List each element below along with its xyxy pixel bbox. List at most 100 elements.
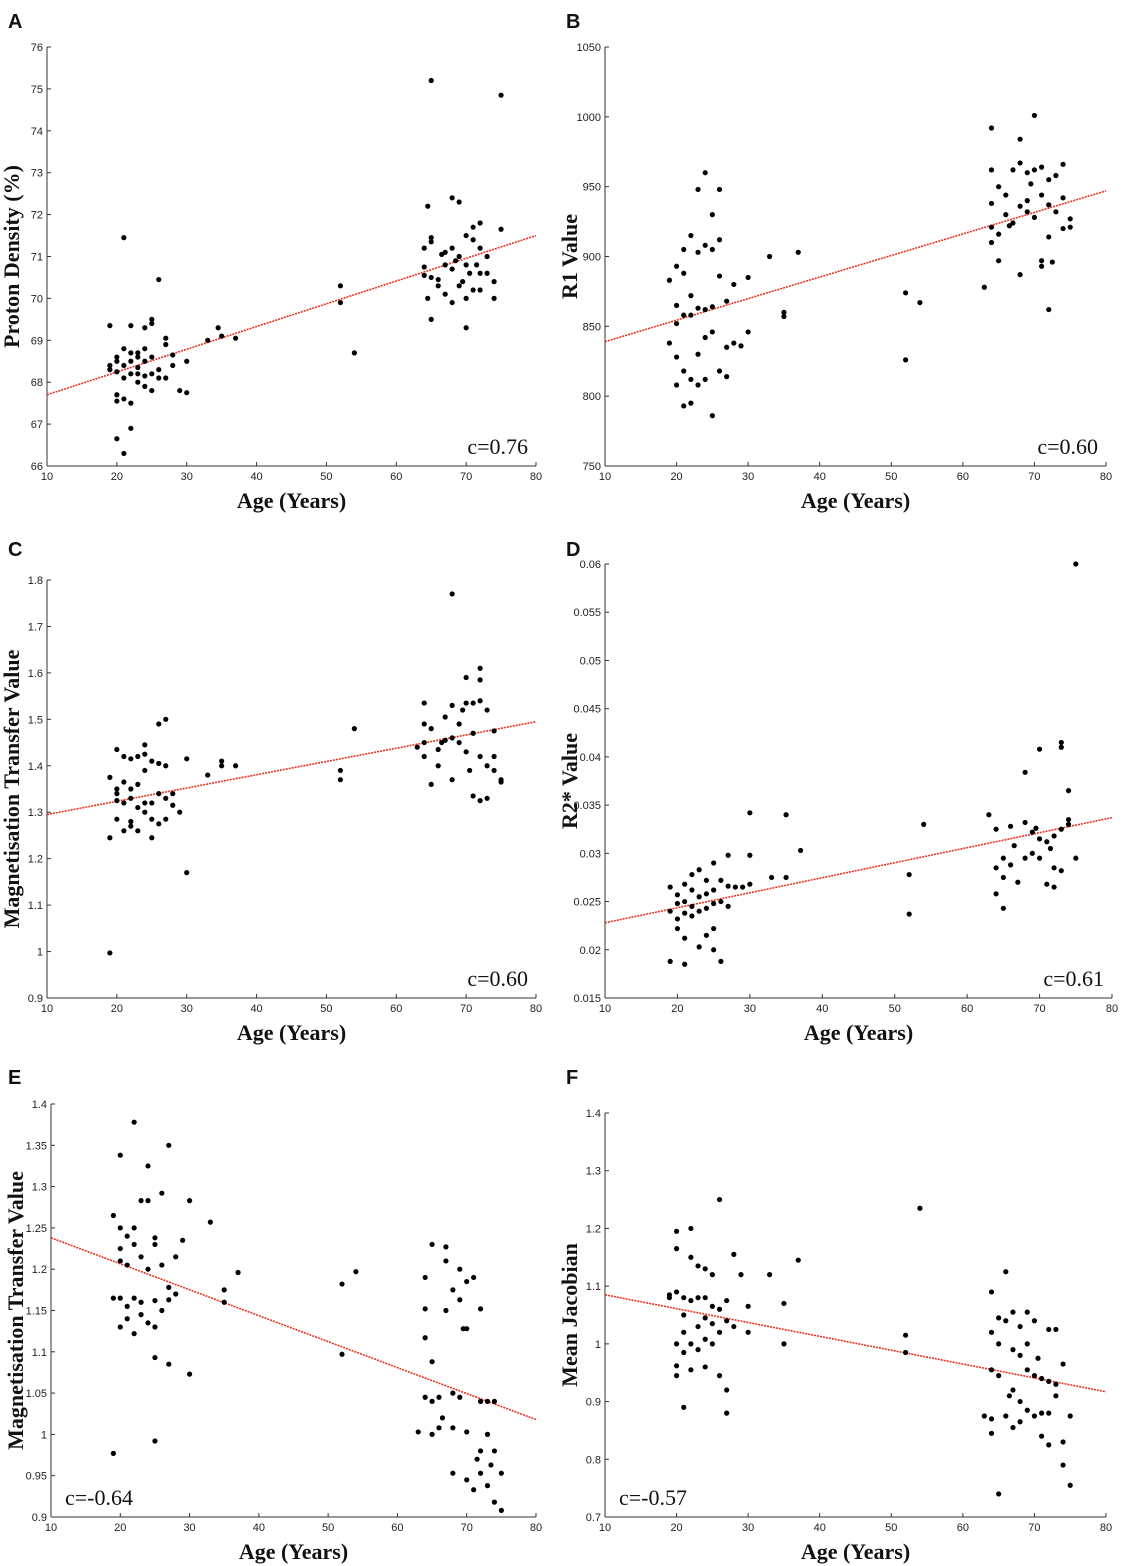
data-point bbox=[337, 299, 343, 306]
data-point bbox=[996, 231, 1002, 237]
data-point bbox=[180, 1237, 186, 1243]
x-tick-label: 20 bbox=[111, 471, 123, 483]
data-point bbox=[114, 746, 120, 753]
panel-d: D 10 20 30 40 50 60 70 80 0.015 0.02 0.025 0.03 0.035… bbox=[557, 539, 1118, 1045]
data-point bbox=[703, 905, 710, 911]
data-point bbox=[186, 1371, 193, 1377]
x-axis-title: Age (Years) bbox=[237, 1020, 346, 1045]
data-point bbox=[337, 777, 343, 783]
data-point bbox=[110, 1295, 116, 1301]
data-point bbox=[1008, 823, 1014, 829]
data-point bbox=[795, 1257, 801, 1263]
y-tick-label: 0.9 bbox=[28, 993, 43, 1005]
data-point bbox=[1038, 263, 1045, 269]
data-point bbox=[421, 721, 427, 727]
data-point bbox=[470, 793, 476, 799]
data-point bbox=[152, 1297, 158, 1304]
data-point bbox=[152, 1241, 158, 1248]
data-point bbox=[474, 262, 480, 268]
data-point bbox=[221, 1299, 227, 1305]
data-point bbox=[166, 1284, 172, 1290]
data-point bbox=[337, 283, 343, 289]
data-point bbox=[1036, 836, 1043, 842]
y-tick-label: 1.5 bbox=[28, 714, 43, 726]
data-point bbox=[449, 245, 455, 251]
data-point bbox=[711, 947, 717, 953]
data-point bbox=[170, 352, 176, 358]
x-tick-label: 60 bbox=[390, 471, 402, 483]
data-point bbox=[149, 371, 155, 377]
data-point bbox=[716, 186, 723, 193]
data-point bbox=[1053, 1393, 1059, 1399]
data-point bbox=[673, 1373, 680, 1379]
data-point bbox=[186, 1198, 193, 1204]
data-point bbox=[702, 306, 708, 313]
x-tick-label: 10 bbox=[41, 471, 53, 483]
x-tick-label: 40 bbox=[816, 1003, 828, 1015]
data-point bbox=[1028, 181, 1034, 187]
data-point bbox=[498, 1507, 504, 1513]
y-tick-label: 71 bbox=[31, 252, 43, 264]
data-point bbox=[173, 1291, 179, 1297]
data-point bbox=[725, 883, 731, 889]
data-point bbox=[703, 932, 710, 938]
panel-a: A 10 20 30 40 50 60 70 80 66 67 68 69 70 71 72 73 74 75 76 A… bbox=[0, 11, 542, 513]
data-point bbox=[107, 367, 113, 373]
data-point bbox=[477, 698, 483, 704]
data-point bbox=[450, 1425, 456, 1431]
data-point bbox=[128, 756, 134, 762]
data-point bbox=[673, 1341, 680, 1347]
fit-line bbox=[46, 234, 537, 396]
data-point bbox=[477, 220, 483, 226]
data-point bbox=[219, 758, 225, 764]
data-point bbox=[1017, 203, 1023, 209]
data-point bbox=[464, 1278, 470, 1285]
data-point bbox=[117, 1258, 123, 1264]
data-point bbox=[709, 212, 715, 218]
data-point bbox=[436, 1394, 442, 1400]
data-point bbox=[695, 1347, 701, 1353]
data-point bbox=[449, 735, 455, 741]
data-point bbox=[149, 835, 155, 841]
x-tick-label: 60 bbox=[957, 471, 969, 483]
data-point bbox=[1046, 234, 1052, 240]
data-point bbox=[1029, 850, 1035, 856]
data-point bbox=[443, 1244, 449, 1250]
y-tick-label: 1.05 bbox=[26, 1388, 47, 1400]
data-point bbox=[711, 925, 717, 932]
data-point bbox=[449, 702, 455, 709]
data-point bbox=[1010, 1424, 1016, 1431]
data-point bbox=[731, 1251, 737, 1257]
data-point bbox=[156, 375, 162, 381]
data-point bbox=[121, 450, 127, 457]
x-axis-title: Age (Years) bbox=[801, 1539, 910, 1564]
data-point bbox=[738, 343, 744, 349]
data-point bbox=[498, 1470, 504, 1476]
data-point bbox=[1046, 177, 1052, 183]
data-point bbox=[463, 232, 469, 239]
data-point bbox=[456, 199, 462, 205]
y-tick-label: 1.3 bbox=[28, 807, 43, 819]
data-point bbox=[435, 276, 441, 283]
data-point bbox=[442, 291, 448, 297]
y-tick-label: 1.4 bbox=[32, 1099, 47, 1111]
y-tick-label: 74 bbox=[31, 126, 43, 138]
x-tick-label: 10 bbox=[45, 1522, 57, 1534]
data-point bbox=[1058, 868, 1064, 874]
data-point bbox=[121, 779, 127, 785]
data-point bbox=[421, 753, 427, 760]
data-point bbox=[1006, 223, 1012, 229]
data-point bbox=[488, 1462, 494, 1468]
data-point bbox=[449, 266, 455, 272]
x-tick-label: 40 bbox=[814, 1522, 826, 1534]
data-point bbox=[725, 852, 731, 858]
data-point bbox=[988, 239, 995, 246]
x-tick-label: 60 bbox=[391, 1522, 403, 1534]
data-point bbox=[142, 383, 148, 389]
y-axis-title: R1 Value bbox=[557, 214, 582, 299]
data-point bbox=[152, 1438, 158, 1444]
data-point bbox=[988, 1416, 995, 1422]
data-point bbox=[667, 958, 673, 964]
data-point bbox=[184, 390, 190, 396]
data-point bbox=[1046, 1410, 1052, 1416]
